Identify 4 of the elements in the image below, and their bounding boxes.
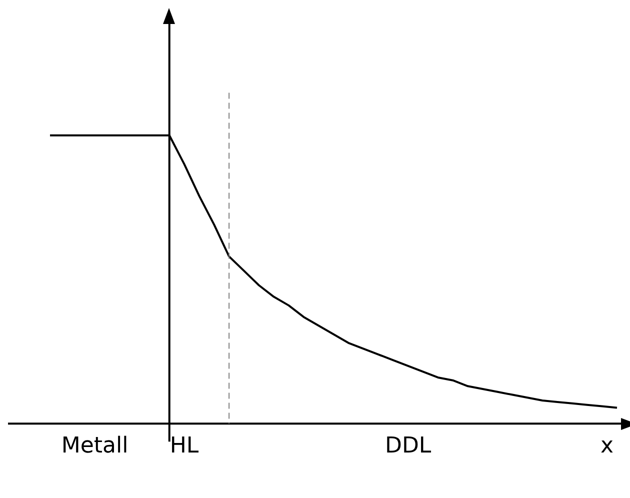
x-tick-label: Metall [61, 434, 128, 459]
x-tick-label: DDL [385, 434, 432, 459]
x-tick-label: HL [170, 434, 200, 459]
x-axis-title: x [600, 433, 614, 458]
